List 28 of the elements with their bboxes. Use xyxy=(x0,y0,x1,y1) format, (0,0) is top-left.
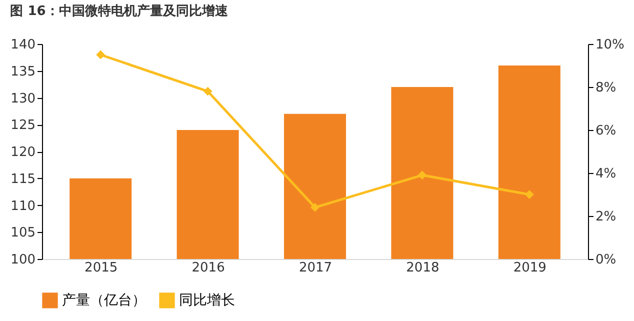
x-tick-label: 2017 xyxy=(298,260,332,276)
y-tick-label: 130 xyxy=(10,91,36,106)
y2-tick-label: 2% xyxy=(596,210,616,224)
y2-tick-label: 6% xyxy=(596,124,616,138)
y-tick-label: 110 xyxy=(10,198,36,214)
x-tick-label: 2015 xyxy=(84,260,118,276)
x-tick-label: 2019 xyxy=(513,260,546,276)
y-tick-label: 135 xyxy=(10,64,36,80)
y2-tick-label: 4% xyxy=(596,166,616,182)
chart-title: 图 16：中国微特电机产量及同比增速 xyxy=(10,3,229,19)
y-tick-label: 100 xyxy=(10,252,36,268)
y2-tick-label: 8% xyxy=(596,80,616,96)
point xyxy=(96,50,106,60)
y-tick-label: 120 xyxy=(10,145,36,160)
y-tick-label: 125 xyxy=(10,118,36,134)
point xyxy=(310,202,320,212)
point xyxy=(418,170,427,180)
y-tick-label: 105 xyxy=(10,226,36,241)
x-tick-label: 2018 xyxy=(406,260,440,276)
legend-label: 产量（亿台） xyxy=(62,292,146,308)
y-tick-label: 140 xyxy=(10,38,36,52)
y-tick-label: 115 xyxy=(10,172,36,187)
legend-label: 同比增长 xyxy=(179,292,235,308)
x-tick-label: 2016 xyxy=(192,260,225,276)
y2-tick-label: 10% xyxy=(596,38,624,52)
point xyxy=(203,86,212,96)
point xyxy=(524,190,534,199)
y2-tick-label: 0% xyxy=(596,252,616,268)
